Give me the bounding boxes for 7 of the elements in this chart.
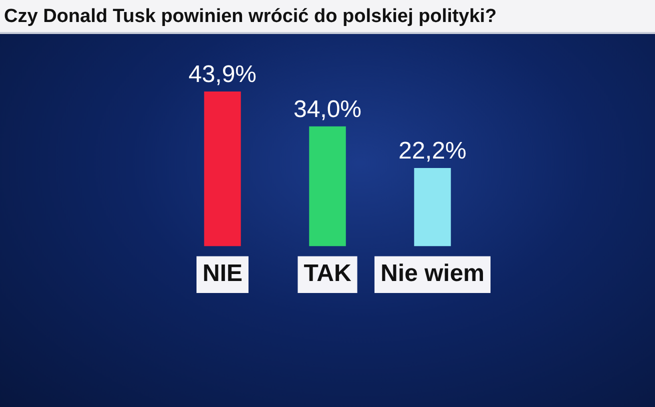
data-label: 43,9% (188, 61, 257, 88)
x-tick-label: TAK (304, 260, 352, 288)
data-label: 22,2% (398, 138, 467, 165)
x-tick-label: Nie wiem (380, 260, 485, 288)
chart-title: Czy Donald Tusk powinien wrócić do polskiej polityki? (0, 0, 655, 34)
data-label: 34,0% (293, 96, 362, 124)
x-tick-label: NIE (202, 260, 243, 288)
